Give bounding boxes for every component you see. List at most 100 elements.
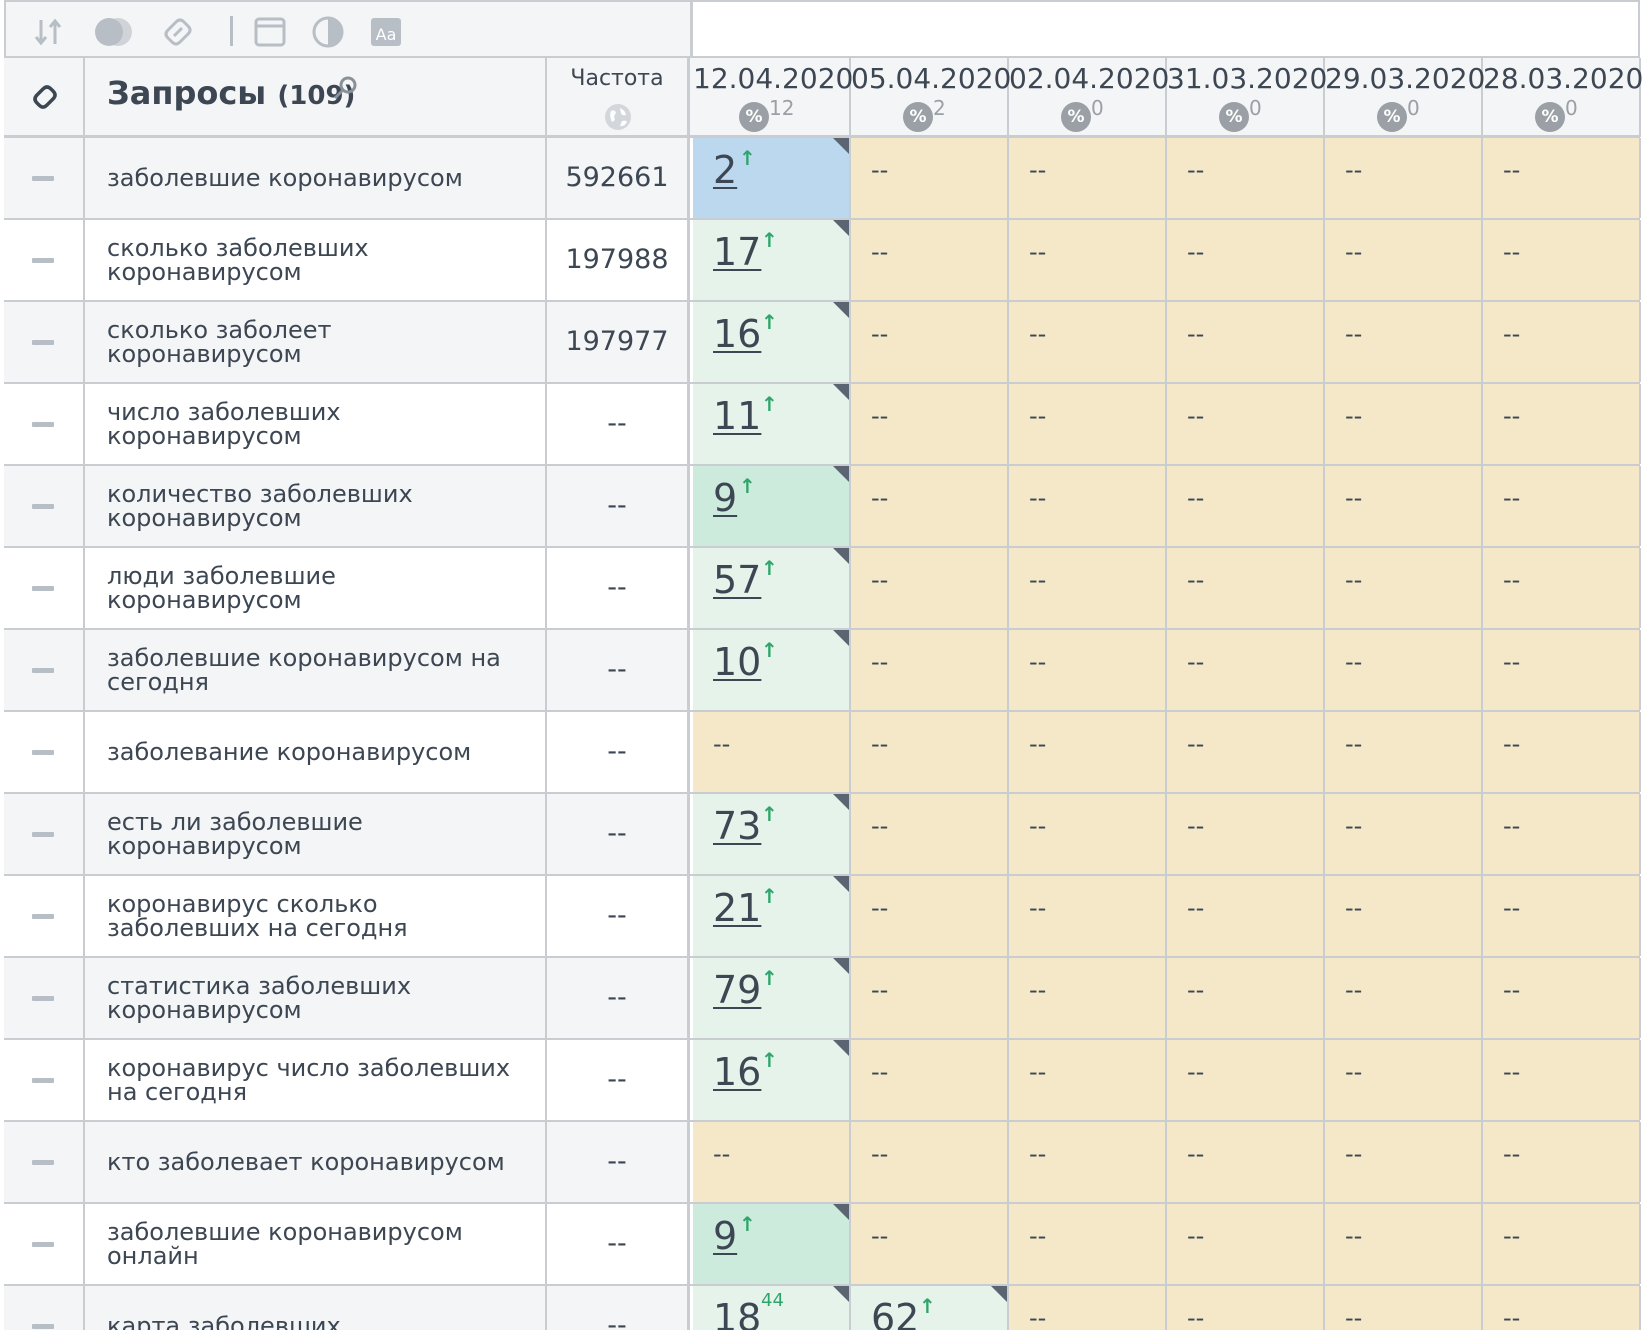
position-value-link[interactable]: 21 xyxy=(713,886,762,930)
query-cell[interactable]: кто заболевает коронавирусом xyxy=(85,1122,547,1202)
position-value-link[interactable]: 18 xyxy=(713,1296,762,1330)
row-select-cell[interactable] xyxy=(4,466,85,546)
position-value-link[interactable]: 11 xyxy=(713,394,762,438)
position-cell: -- xyxy=(1483,302,1641,382)
percent-icon[interactable]: % xyxy=(1219,102,1249,132)
minus-icon[interactable] xyxy=(32,1242,54,1247)
position-cell[interactable]: 2 ↑ xyxy=(693,138,851,218)
position-value-link[interactable]: 57 xyxy=(713,558,762,602)
toggle-visibility-icon[interactable] xyxy=(92,14,136,50)
query-cell[interactable]: коронавирус сколько заболевших на сегодн… xyxy=(85,876,547,956)
row-select-cell[interactable] xyxy=(4,1286,85,1330)
contrast-icon[interactable] xyxy=(310,14,346,50)
date-column-header[interactable]: 28.03.2020% 0 xyxy=(1483,58,1643,137)
position-cell[interactable]: 11 ↑ xyxy=(693,384,851,464)
position-value-link[interactable]: 79 xyxy=(713,968,762,1012)
position-cell[interactable]: 17 ↑ xyxy=(693,220,851,300)
empty-position: -- xyxy=(1187,976,1205,1004)
minus-icon[interactable] xyxy=(32,1324,54,1329)
percent-icon[interactable]: % xyxy=(1377,102,1407,132)
query-cell[interactable]: есть ли заболевшие коронавирусом xyxy=(85,794,547,874)
row-select-cell[interactable] xyxy=(4,384,85,464)
minus-icon[interactable] xyxy=(32,914,54,919)
position-cell[interactable]: 9 ↑ xyxy=(693,466,851,546)
row-select-cell[interactable] xyxy=(4,1204,85,1284)
minus-icon[interactable] xyxy=(32,1078,54,1083)
query-cell[interactable]: заболевшие коронавирусом онлайн xyxy=(85,1204,547,1284)
link-column-header[interactable] xyxy=(4,58,85,137)
minus-icon[interactable] xyxy=(32,340,54,345)
query-cell[interactable]: карта заболевших xyxy=(85,1286,547,1330)
position-value-link[interactable]: 9 xyxy=(713,476,738,520)
position-cell[interactable]: 62 ↑ xyxy=(851,1286,1009,1330)
position-cell[interactable]: 73 ↑ xyxy=(693,794,851,874)
queries-column-header[interactable]: Запросы (109) xyxy=(85,58,547,137)
row-select-cell[interactable] xyxy=(4,302,85,382)
query-cell[interactable]: заболевшие коронавирусом xyxy=(85,138,547,218)
query-cell[interactable]: количество заболевших коронавирусом xyxy=(85,466,547,546)
minus-icon[interactable] xyxy=(32,586,54,591)
position-cell: -- xyxy=(693,1122,851,1202)
sort-icon[interactable] xyxy=(30,14,66,50)
position-value-link[interactable]: 17 xyxy=(713,230,762,274)
row-select-cell[interactable] xyxy=(4,958,85,1038)
query-cell[interactable]: статистика заболевших коронавирусом xyxy=(85,958,547,1038)
query-cell[interactable]: люди заболевшие коронавирусом xyxy=(85,548,547,628)
position-cell[interactable]: 57 ↑ xyxy=(693,548,851,628)
query-cell[interactable]: заболевание коронавирусом xyxy=(85,712,547,792)
position-value-link[interactable]: 16 xyxy=(713,312,762,356)
chain-link-icon[interactable] xyxy=(26,78,64,116)
link-icon[interactable] xyxy=(160,14,196,50)
date-column-header[interactable]: 02.04.2020% 0 xyxy=(1009,58,1169,137)
minus-icon[interactable] xyxy=(32,750,54,755)
percent-icon[interactable]: % xyxy=(1535,102,1565,132)
percent-icon[interactable]: % xyxy=(903,102,933,132)
minus-icon[interactable] xyxy=(32,1160,54,1165)
row-select-cell[interactable] xyxy=(4,794,85,874)
date-column-header[interactable]: 29.03.2020% 0 xyxy=(1325,58,1485,137)
minus-icon[interactable] xyxy=(32,832,54,837)
position-cell[interactable]: 9 ↑ xyxy=(693,1204,851,1284)
position-value-link[interactable]: 16 xyxy=(713,1050,762,1094)
query-cell[interactable]: коронавирус число заболевших на сегодня xyxy=(85,1040,547,1120)
query-cell[interactable]: заболевшие коронавирусом на сегодня xyxy=(85,630,547,710)
empty-position: -- xyxy=(1029,1222,1047,1250)
window-icon[interactable] xyxy=(252,14,288,50)
position-value-link[interactable]: 10 xyxy=(713,640,762,684)
position-value-link[interactable]: 2 xyxy=(713,148,738,192)
percent-icon[interactable]: % xyxy=(1061,102,1091,132)
minus-icon[interactable] xyxy=(32,668,54,673)
position-cell[interactable]: 79 ↑ xyxy=(693,958,851,1038)
row-select-cell[interactable] xyxy=(4,220,85,300)
minus-icon[interactable] xyxy=(32,504,54,509)
row-select-cell[interactable] xyxy=(4,712,85,792)
row-select-cell[interactable] xyxy=(4,548,85,628)
percent-icon[interactable]: % xyxy=(739,102,769,132)
position-cell[interactable]: 18 44 xyxy=(693,1286,851,1330)
row-select-cell[interactable] xyxy=(4,138,85,218)
query-cell[interactable]: сколько заболевших коронавирусом xyxy=(85,220,547,300)
minus-icon[interactable] xyxy=(32,422,54,427)
minus-icon[interactable] xyxy=(32,258,54,263)
position-value-link[interactable]: 62 xyxy=(871,1296,920,1330)
row-select-cell[interactable] xyxy=(4,1122,85,1202)
frequency-column-header[interactable]: Частота xyxy=(547,58,690,137)
query-cell[interactable]: сколько заболеет коронавирусом xyxy=(85,302,547,382)
position-cell[interactable]: 16 ↑ xyxy=(693,302,851,382)
query-cell[interactable]: число заболевших коронавирусом xyxy=(85,384,547,464)
position-value-link[interactable]: 9 xyxy=(713,1214,738,1258)
row-select-cell[interactable] xyxy=(4,876,85,956)
row-select-cell[interactable] xyxy=(4,630,85,710)
font-size-icon[interactable]: Aa xyxy=(368,14,404,50)
row-select-cell[interactable] xyxy=(4,1040,85,1120)
position-cell[interactable]: 16 ↑ xyxy=(693,1040,851,1120)
date-column-header[interactable]: 31.03.2020% 0 xyxy=(1167,58,1327,137)
position-cell[interactable]: 10 ↑ xyxy=(693,630,851,710)
position-value-link[interactable]: 73 xyxy=(713,804,762,848)
minus-icon[interactable] xyxy=(32,996,54,1001)
search-icon[interactable] xyxy=(331,74,359,102)
date-column-header[interactable]: 05.04.2020% 2 xyxy=(851,58,1011,137)
minus-icon[interactable] xyxy=(32,176,54,181)
position-cell[interactable]: 21 ↑ xyxy=(693,876,851,956)
date-column-header[interactable]: 12.04.2020% 12 xyxy=(693,58,853,137)
